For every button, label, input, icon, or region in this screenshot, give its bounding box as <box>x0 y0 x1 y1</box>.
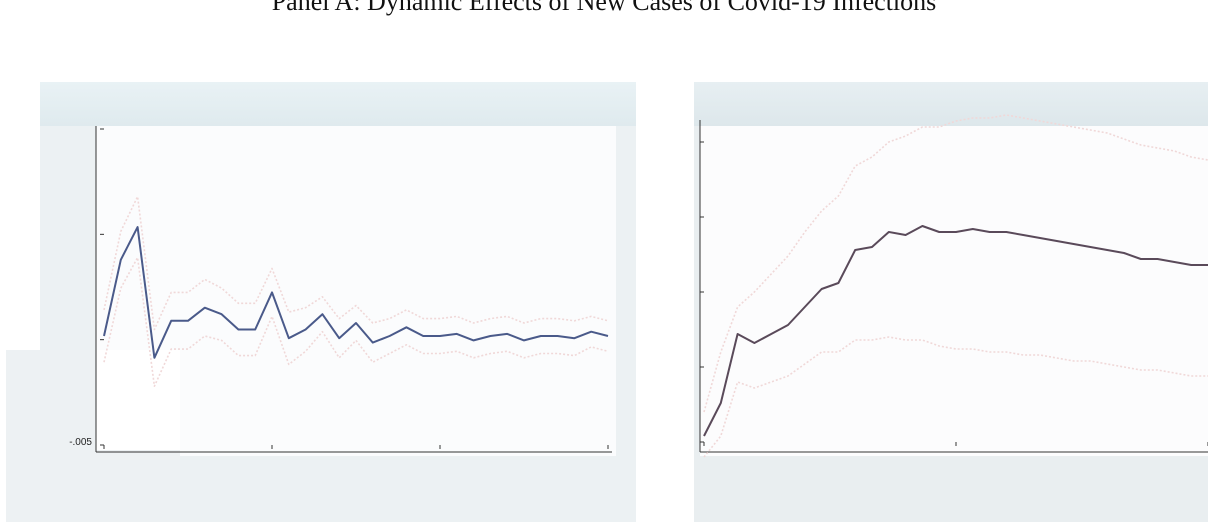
left-panel-overlay-light <box>96 350 180 450</box>
left-estimate-line <box>103 226 609 359</box>
left-panel-header <box>40 82 636 126</box>
left-y-tick-label: -.005 <box>69 437 92 448</box>
left-upper-ci-line <box>103 195 609 331</box>
left-panel-plot-region <box>96 126 616 456</box>
left-lower-ci-line <box>103 256 609 388</box>
right-panel-header <box>694 82 1208 126</box>
right-chart <box>699 114 1208 458</box>
right-estimate-line <box>703 225 1208 437</box>
right-panel-plot-region <box>700 126 1208 456</box>
right-lower-ci-line <box>703 336 1208 458</box>
page-title: Panel A: Dynamic Effects of New Cases of… <box>271 0 937 16</box>
right-upper-ci-line <box>703 114 1208 413</box>
left-chart: -.005 <box>69 126 612 453</box>
